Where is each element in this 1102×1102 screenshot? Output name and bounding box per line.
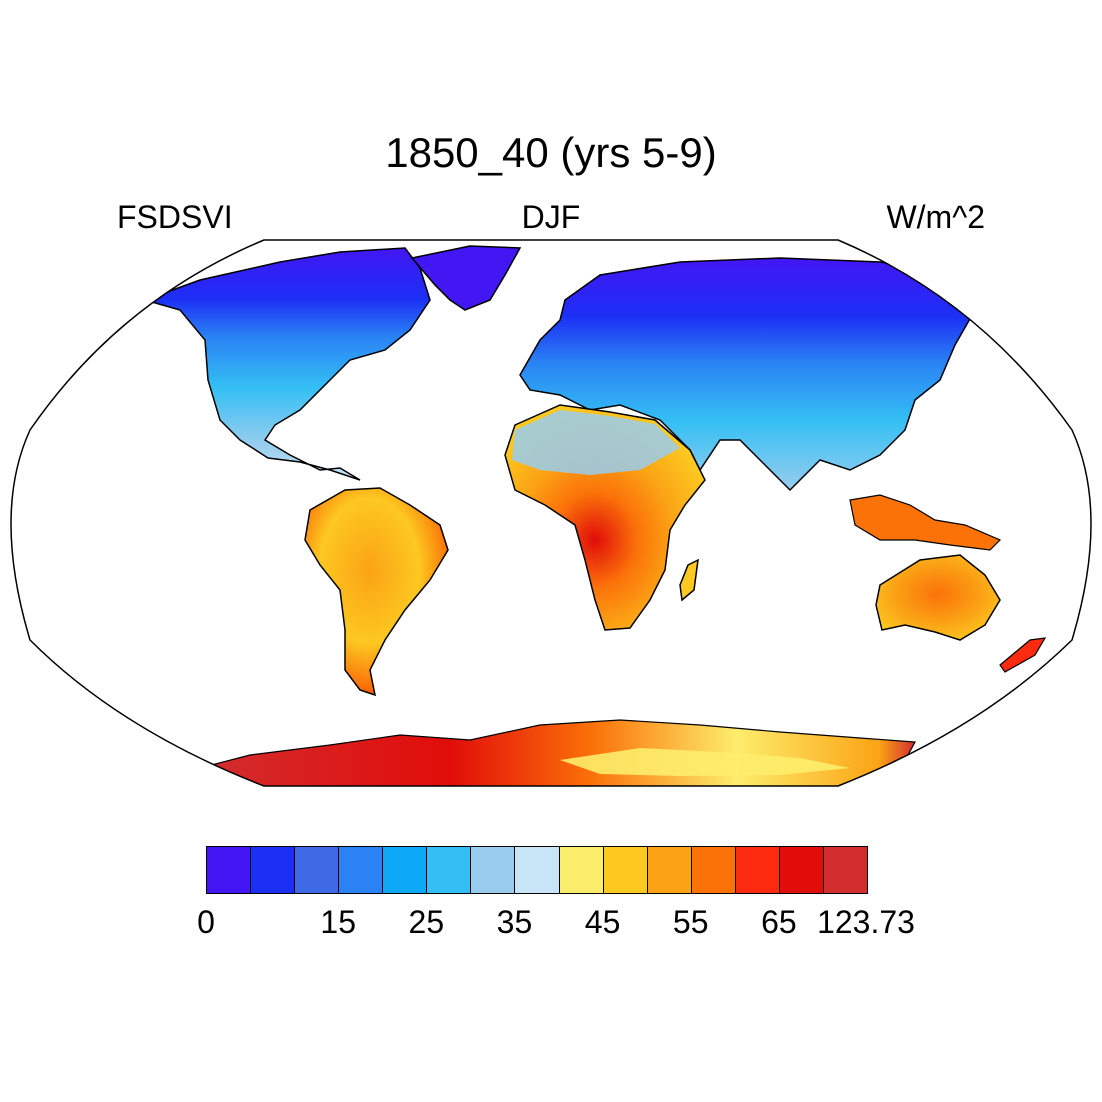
colorbar-box <box>338 846 384 894</box>
colorbar-box <box>426 846 472 894</box>
colorbar-tick-label: 55 <box>672 904 709 940</box>
colorbar-box <box>734 846 780 894</box>
australia <box>875 554 1001 641</box>
map-land <box>142 245 1047 786</box>
colorbar-box <box>250 846 296 894</box>
maritime-continent <box>849 494 1002 551</box>
colorbar-tick-label: 35 <box>496 904 533 940</box>
map-border <box>10 239 1092 787</box>
colorbar-box <box>778 846 824 894</box>
colorbar-box <box>294 846 340 894</box>
season-label: DJF <box>521 199 581 235</box>
colorbar-box <box>206 846 252 894</box>
new-zealand <box>999 637 1047 673</box>
units-label: W/m^2 <box>886 199 985 235</box>
colorbar-box <box>382 846 428 894</box>
colorbar-box <box>602 846 648 894</box>
colorbar-tick-label: 0 <box>197 904 215 940</box>
colorbar-box <box>514 846 560 894</box>
antarctica <box>198 719 916 786</box>
north-africa-band <box>512 410 680 475</box>
plot-title: 1850_40 (yrs 5-9) <box>385 129 717 176</box>
colorbar-box <box>822 846 868 894</box>
colorbar-tick-label: 123.73 <box>817 904 915 940</box>
madagascar <box>679 558 699 602</box>
colorbar-tick-label: 65 <box>761 904 797 940</box>
south-america <box>304 487 449 697</box>
colorbar-box <box>470 846 516 894</box>
colorbar-tick-label: 25 <box>408 904 445 940</box>
north-america <box>142 247 431 481</box>
colorbar-box <box>558 846 604 894</box>
colorbar-box <box>690 846 736 894</box>
colorbar-tick-label: 15 <box>320 904 356 940</box>
variable-label: FSDSVI <box>117 199 233 235</box>
greenland <box>410 245 522 311</box>
colorbar-box <box>646 846 692 894</box>
antarctica-interior <box>560 748 850 776</box>
colorbar-tick-label: 45 <box>584 904 621 940</box>
